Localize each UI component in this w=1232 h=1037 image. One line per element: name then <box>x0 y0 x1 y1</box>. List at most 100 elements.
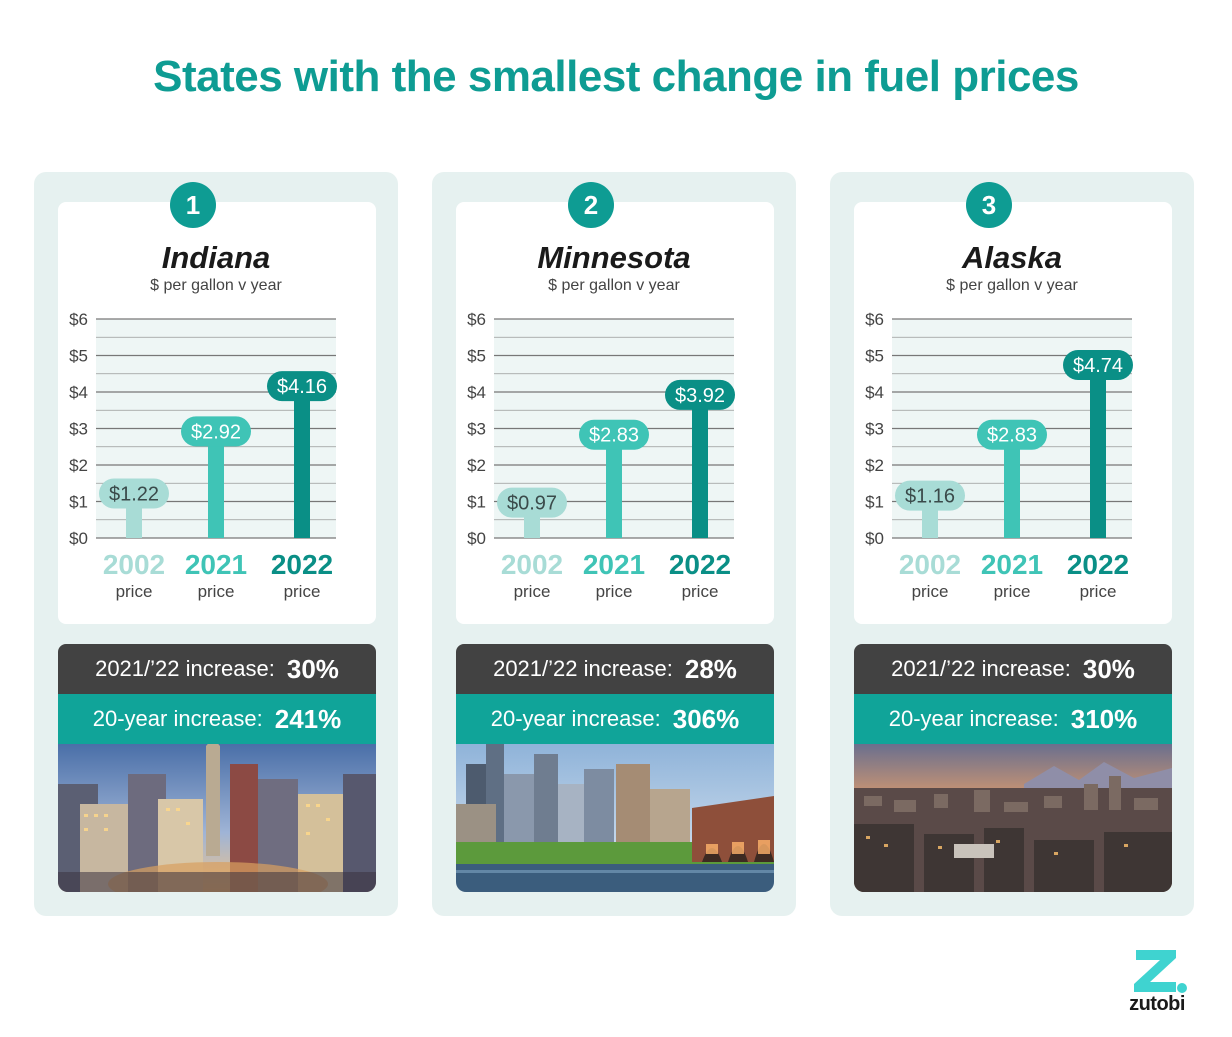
y-tick-label: $4 <box>865 383 884 402</box>
value-text: $3.92 <box>675 385 725 407</box>
x-category-sublabel: price <box>1080 582 1117 601</box>
value-text: $0.97 <box>507 493 557 515</box>
twenty-year-increase-row: 20-year increase: 241% <box>58 694 376 744</box>
bar-2022 <box>692 394 708 538</box>
twenty-year-increase-value: 241% <box>274 703 342 734</box>
value-label-2022: $4.74 <box>1063 349 1133 380</box>
chart-subtitle: $ per gallon v year <box>548 277 680 294</box>
x-category-sublabel: price <box>994 582 1031 601</box>
state-name: Alaska <box>962 240 1062 275</box>
yoy-increase-value: 30% <box>1082 653 1135 684</box>
yoy-increase-row: 2021/’22 increase: 28% <box>456 644 774 694</box>
state-name: Minnesota <box>537 240 691 275</box>
zutobi-logo <box>1134 950 1187 993</box>
value-text: $2.83 <box>987 425 1037 447</box>
value-label-2002: $0.97 <box>497 487 567 518</box>
chart-subtitle: $ per gallon v year <box>150 277 282 294</box>
y-tick-label: $3 <box>69 420 88 439</box>
twenty-year-increase-value: 306% <box>672 703 740 734</box>
rank-badge: 2 <box>568 182 614 228</box>
x-category-label: 2002 <box>501 549 563 580</box>
value-label-2021: $2.83 <box>977 419 1047 450</box>
state-card-indiana: 1 Indiana $ per gallon v year $0 $1 $2 $3 $4… <box>34 172 398 916</box>
value-text: $1.22 <box>109 483 159 505</box>
bar-2021 <box>606 434 622 538</box>
y-tick-label: $4 <box>69 383 88 402</box>
x-category-sublabel: price <box>682 582 719 601</box>
x-category-label: 2021 <box>583 549 645 580</box>
value-pill <box>497 487 567 518</box>
value-label-2002: $1.22 <box>99 478 169 509</box>
x-category-label: 2002 <box>899 549 961 580</box>
y-tick-label: $4 <box>467 383 486 402</box>
y-tick-label: $3 <box>467 420 486 439</box>
state-name: Indiana <box>161 240 271 275</box>
anchorage-sunset-photo <box>854 744 1172 892</box>
bar-chart: $0 $1 $2 $3 $4 $5 $6 $1.22 2002 price $2.92 2021 pri… <box>69 310 337 601</box>
value-pill <box>665 379 735 410</box>
value-text: $2.92 <box>191 421 241 443</box>
value-label-2022: $3.92 <box>665 379 735 410</box>
yoy-increase-label: 2021/’22 increase: <box>95 656 275 681</box>
minneapolis-skyline-photo <box>456 744 774 892</box>
twenty-year-increase-label: 20-year increase: <box>92 706 263 731</box>
y-tick-label: $0 <box>69 529 88 548</box>
bar-2021 <box>1004 434 1020 538</box>
rank-badge: 1 <box>170 182 216 228</box>
yoy-increase-row: 2021/’22 increase: 30% <box>58 644 376 694</box>
value-text: $1.16 <box>905 486 955 508</box>
yoy-increase-value: 28% <box>684 653 737 684</box>
yoy-increase-row: 2021/’22 increase: 30% <box>854 644 1172 694</box>
page-title: States with the smallest change in fuel … <box>153 52 1079 101</box>
y-tick-label: $0 <box>467 529 486 548</box>
y-tick-label: $6 <box>865 310 884 329</box>
y-tick-label: $2 <box>69 456 88 475</box>
twenty-year-increase-row: 20-year increase: 310% <box>854 694 1172 744</box>
rank-badge: 3 <box>966 182 1012 228</box>
x-category-sublabel: price <box>198 582 235 601</box>
x-category-sublabel: price <box>116 582 153 601</box>
y-tick-label: $3 <box>865 420 884 439</box>
yoy-increase-label: 2021/’22 increase: <box>493 656 673 681</box>
value-pill <box>895 480 965 511</box>
y-tick-label: $5 <box>865 347 884 366</box>
y-tick-label: $2 <box>467 456 486 475</box>
y-tick-label: $1 <box>467 493 486 512</box>
twenty-year-increase-value: 310% <box>1070 703 1138 734</box>
value-pill <box>579 419 649 450</box>
y-tick-label: $6 <box>467 310 486 329</box>
yoy-increase-value: 30% <box>286 653 339 684</box>
value-text: $4.16 <box>277 376 327 398</box>
y-tick-label: $0 <box>865 529 884 548</box>
value-pill <box>267 371 337 402</box>
y-tick-label: $5 <box>467 347 486 366</box>
x-category-label: 2022 <box>669 549 731 580</box>
x-category-sublabel: price <box>514 582 551 601</box>
x-category-label: 2002 <box>103 549 165 580</box>
chart-subtitle: $ per gallon v year <box>946 277 1078 294</box>
twenty-year-increase-label: 20-year increase: <box>490 706 661 731</box>
x-category-sublabel: price <box>912 582 949 601</box>
x-category-label: 2022 <box>1067 549 1129 580</box>
bar-2021 <box>208 431 224 538</box>
y-tick-label: $1 <box>69 493 88 512</box>
y-tick-label: $5 <box>69 347 88 366</box>
bar-chart: $0 $1 $2 $3 $4 $5 $6 $0.97 2002 price $2.83 2021 pri… <box>467 310 735 601</box>
brand-name: zutobi <box>1129 993 1185 1015</box>
indianapolis-cityscape-photo <box>58 744 376 892</box>
value-text: $4.74 <box>1073 355 1123 377</box>
bar-2022 <box>1090 364 1106 538</box>
x-category-sublabel: price <box>596 582 633 601</box>
y-tick-label: $6 <box>69 310 88 329</box>
state-card-alaska: 3 Alaska $ per gallon v year $0 $1 $2 $3 $4 $… <box>830 172 1194 916</box>
state-card-minnesota: 2 Minnesota $ per gallon v year $0 $1 $2 $3… <box>432 172 796 916</box>
value-pill <box>181 416 251 447</box>
value-pill <box>99 478 169 509</box>
value-label-2022: $4.16 <box>267 371 337 402</box>
y-tick-label: $2 <box>865 456 884 475</box>
twenty-year-increase-label: 20-year increase: <box>888 706 1059 731</box>
value-label-2021: $2.92 <box>181 416 251 447</box>
twenty-year-increase-row: 20-year increase: 306% <box>456 694 774 744</box>
x-category-label: 2021 <box>185 549 247 580</box>
x-category-sublabel: price <box>284 582 321 601</box>
